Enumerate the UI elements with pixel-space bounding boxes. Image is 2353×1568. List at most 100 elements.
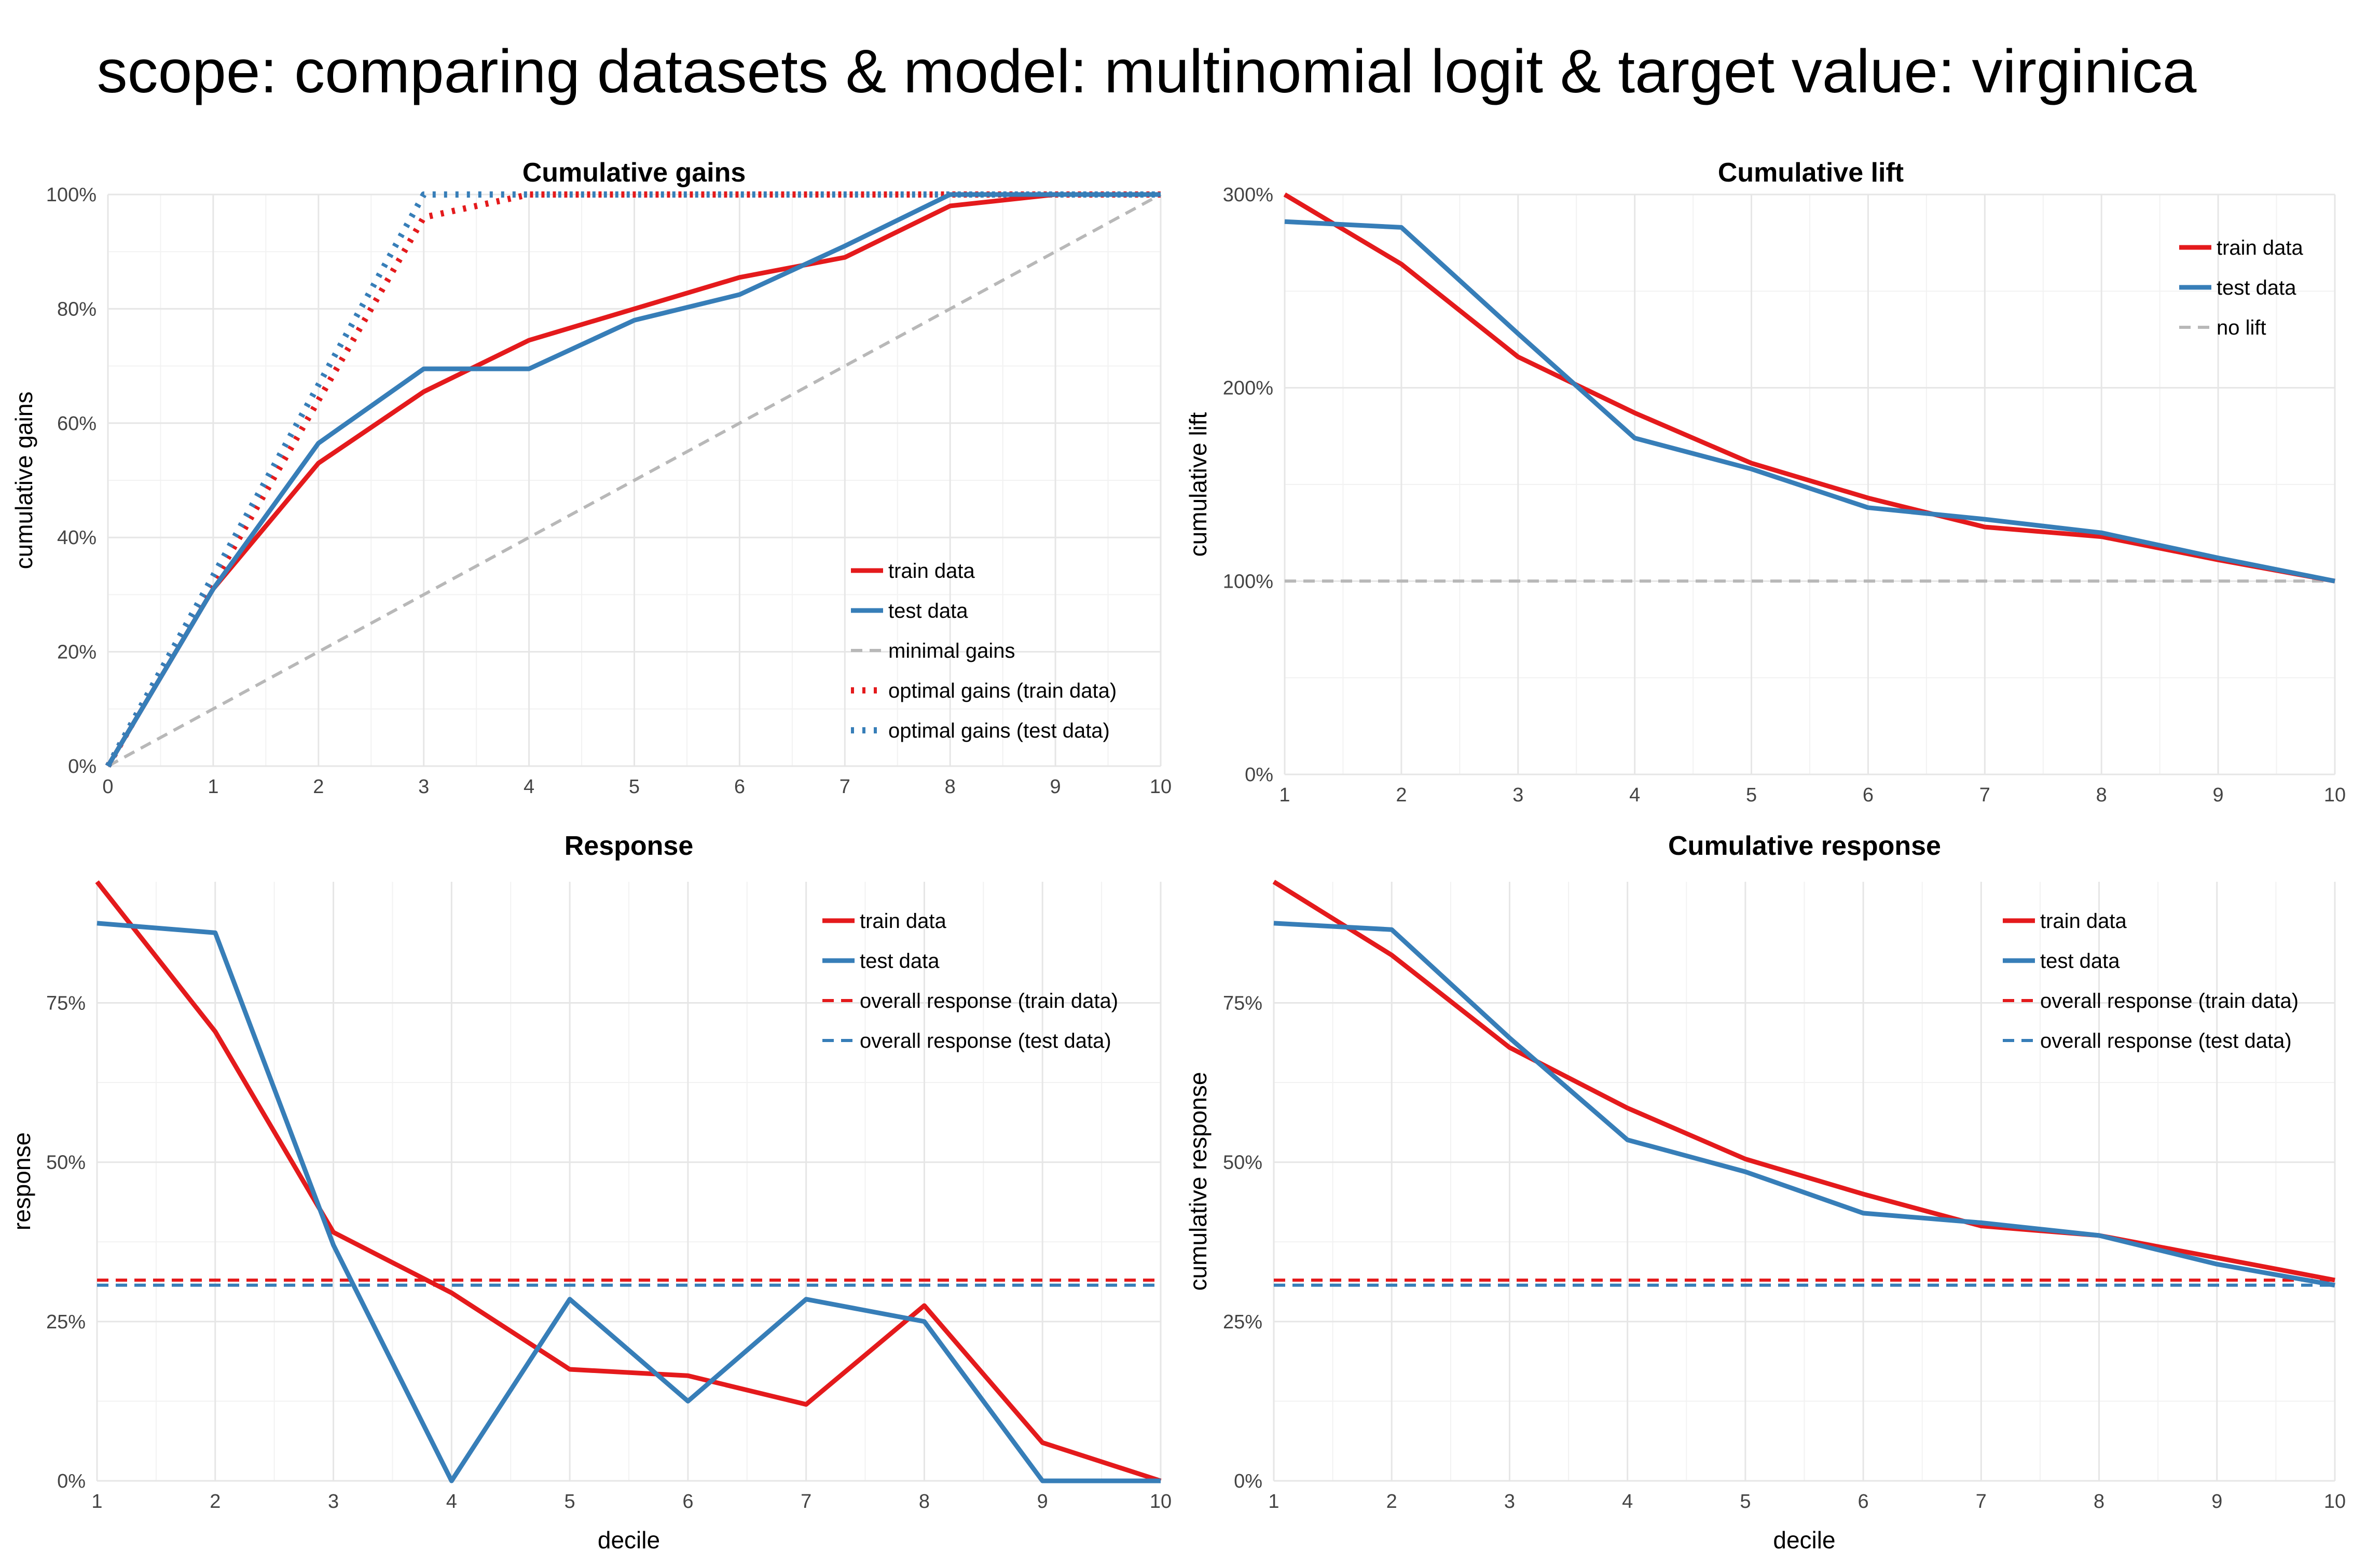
series-line-train-data <box>1272 880 2335 1283</box>
chart-cumresponse: 1 2 3 4 5 6 7 8 9 10 0% 25% 50% 75% Cumulative respons… <box>1185 831 2346 1553</box>
legend-label: overall response (test data) <box>860 1030 1111 1052</box>
x-tick-label: 8 <box>919 1491 930 1513</box>
x-tick-label: 10 <box>1150 776 1172 798</box>
panel-title: Cumulative lift <box>1718 158 1904 188</box>
y-tick-label: 40% <box>57 527 97 549</box>
legend: train data test data no lift <box>2179 237 2304 339</box>
x-tick-label: 6 <box>1863 784 1874 806</box>
x-tick-label: 2 <box>1386 1491 1397 1513</box>
x-tick-label: 4 <box>446 1491 457 1513</box>
figure-title: scope: comparing datasets & model: multi… <box>97 37 2197 106</box>
x-tick-label: 6 <box>1858 1491 1869 1513</box>
legend-label: test data <box>888 600 968 622</box>
y-tick-label: 200% <box>1223 378 1273 399</box>
legend-label: overall response (train data) <box>2040 990 2299 1012</box>
x-tick-label: 7 <box>1979 784 1990 806</box>
legend-label: test data <box>2217 276 2296 299</box>
y-tick-label: 75% <box>46 992 86 1014</box>
series-line-train-data <box>95 880 1162 1483</box>
legend: train data test data overall response (tra… <box>2003 910 2299 1052</box>
legend-label: overall response (test data) <box>2040 1030 2292 1052</box>
y-axis-title: response <box>8 1132 35 1230</box>
x-tick-label: 3 <box>1504 1491 1515 1513</box>
gridlines <box>96 882 1162 1482</box>
series-lines <box>95 880 1162 1483</box>
x-tick-label: 8 <box>2096 784 2107 806</box>
legend-label: train data <box>2040 910 2127 933</box>
x-tick-label: 1 <box>208 776 218 798</box>
y-tick-label: 100% <box>1223 571 1273 592</box>
x-tick-label: 10 <box>2324 1491 2346 1513</box>
tick-labels: 1 2 3 4 5 6 7 8 9 100%100%200%300% <box>1223 184 2346 806</box>
x-tick-label: 5 <box>1740 1491 1751 1513</box>
legend-label: overall response (train data) <box>860 990 1118 1012</box>
x-tick-label: 4 <box>1629 784 1640 806</box>
y-tick-label: 0% <box>1245 764 1273 786</box>
series-line-test-data <box>1273 921 2335 1288</box>
y-tick-label: 20% <box>57 642 97 663</box>
legend: train data test data overall response (tra… <box>822 910 1118 1052</box>
y-axis-title: cumulative lift <box>1185 412 1212 557</box>
x-tick-label: 9 <box>2211 1491 2222 1513</box>
x-tick-label: 2 <box>313 776 324 798</box>
y-tick-label: 0% <box>1234 1470 1262 1492</box>
x-axis-title: decile <box>1773 1527 1835 1553</box>
x-tick-label: 8 <box>945 776 956 798</box>
x-tick-label: 3 <box>1512 784 1523 806</box>
x-tick-label: 5 <box>1746 784 1757 806</box>
x-tick-label: 1 <box>1279 784 1290 806</box>
gridlines <box>1284 193 2336 775</box>
chart-gains: 0 1 2 3 4 5 6 7 8 9 100%20%40%60%80%100%Cumulative… <box>10 158 1172 798</box>
x-tick-label: 2 <box>210 1491 221 1513</box>
x-tick-label: 5 <box>565 1491 575 1513</box>
series-line-train-data <box>106 192 1161 768</box>
legend-label: train data <box>888 560 975 582</box>
x-tick-label: 1 <box>1268 1491 1279 1513</box>
tick-labels: 1 2 3 4 5 6 7 8 9 10 0% 25% 50% 75% <box>46 992 1172 1513</box>
y-tick-label: 50% <box>1223 1152 1262 1174</box>
series-line-minimal-gains <box>107 193 1162 768</box>
series-line-optimal-gains-train-data- <box>105 191 1161 768</box>
y-tick-label: 100% <box>46 184 97 206</box>
x-tick-label: 2 <box>1396 784 1407 806</box>
series-line-train-data <box>1283 192 2335 584</box>
y-tick-label: 80% <box>57 298 97 320</box>
series-line-test-data <box>106 192 1161 768</box>
x-tick-label: 9 <box>2213 784 2224 806</box>
legend-label: optimal gains (test data) <box>888 719 1110 742</box>
y-tick-label: 75% <box>1223 992 1262 1014</box>
tick-labels: 1 2 3 4 5 6 7 8 9 10 0% 25% 50% 75% <box>1223 992 2346 1513</box>
x-tick-label: 1 <box>91 1491 102 1513</box>
x-tick-label: 7 <box>801 1491 811 1513</box>
y-tick-label: 300% <box>1223 184 1273 206</box>
y-tick-label: 25% <box>46 1311 86 1333</box>
series-lines <box>1272 880 2335 1288</box>
legend-label: train data <box>860 910 947 933</box>
x-tick-label: 4 <box>1622 1491 1633 1513</box>
legend-label: test data <box>860 950 940 973</box>
x-tick-label: 8 <box>2094 1491 2104 1513</box>
legend-label: test data <box>2040 950 2120 973</box>
gridlines <box>1273 882 2336 1482</box>
x-tick-label: 6 <box>682 1491 693 1513</box>
series-line-test-data <box>97 921 1161 1483</box>
x-tick-label: 10 <box>2324 784 2346 806</box>
series-lines <box>1283 192 2335 584</box>
y-tick-label: 50% <box>46 1152 86 1174</box>
x-tick-label: 4 <box>524 776 534 798</box>
x-tick-label: 7 <box>1976 1491 1987 1513</box>
y-tick-label: 25% <box>1223 1311 1262 1333</box>
y-tick-label: 0% <box>68 756 97 778</box>
x-tick-label: 7 <box>840 776 850 798</box>
x-tick-label: 3 <box>328 1491 339 1513</box>
legend-label: no lift <box>2217 316 2266 339</box>
x-tick-label: 9 <box>1050 776 1061 798</box>
legend-label: minimal gains <box>888 640 1015 662</box>
legend: train data test data minimal gains optimal … <box>851 560 1117 742</box>
series-line-test-data <box>1284 219 2335 584</box>
series-lines <box>105 191 1162 768</box>
chart-response: 1 2 3 4 5 6 7 8 9 10 0% 25% 50% 75% Response response de… <box>8 831 1172 1553</box>
chart-lift: 1 2 3 4 5 6 7 8 9 100%100%200%300%Cumulative lift… <box>1185 158 2346 806</box>
chart-panels: 0 1 2 3 4 5 6 7 8 9 100%20%40%60%80%100%Cumulative… <box>8 158 2346 1553</box>
panel-title: Response <box>565 831 694 861</box>
